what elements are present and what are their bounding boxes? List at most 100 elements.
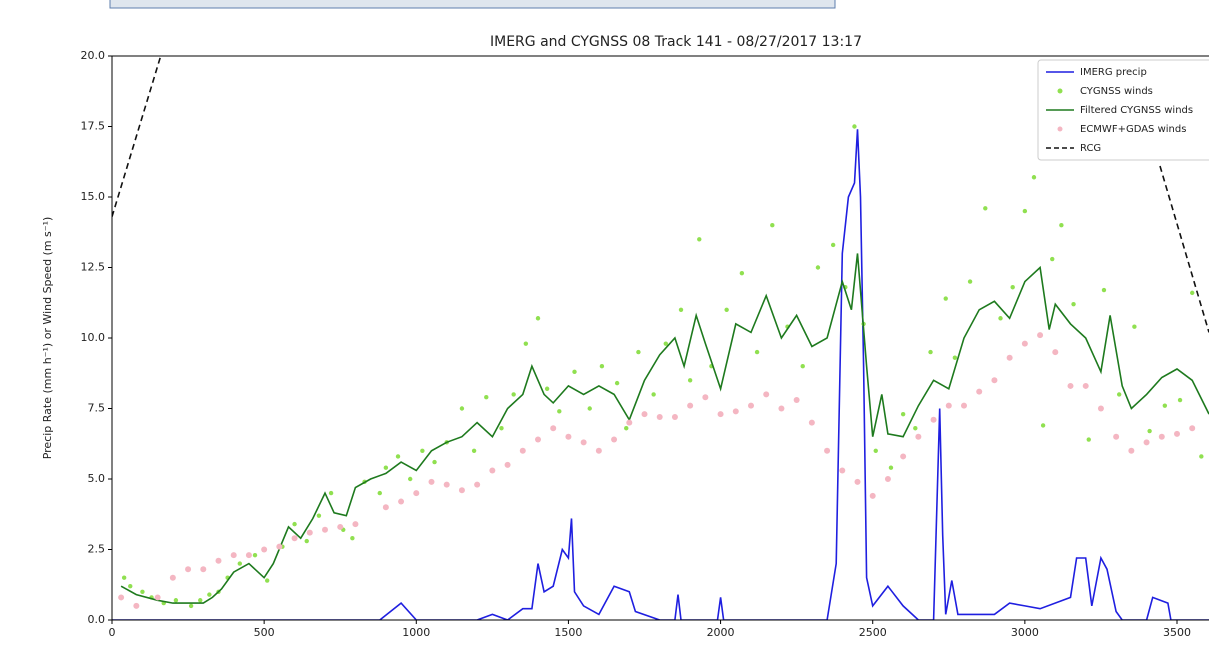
series-line	[112, 56, 162, 217]
series-point	[188, 603, 194, 609]
series-point	[717, 411, 724, 418]
series-point	[1071, 301, 1076, 307]
series-point	[565, 433, 572, 440]
series-point	[656, 413, 663, 420]
series-point	[304, 538, 309, 544]
series-point	[815, 265, 821, 270]
series-point	[458, 487, 465, 494]
series-point	[900, 411, 906, 417]
series-point	[306, 529, 313, 536]
legend-label: Filtered CYGNSS winds	[1080, 105, 1193, 116]
series-point	[1128, 447, 1135, 454]
series-point	[1067, 382, 1074, 389]
series-point	[1086, 437, 1091, 442]
series-point	[1059, 223, 1064, 228]
series-point	[1052, 349, 1059, 356]
series-point	[544, 386, 550, 391]
series-point	[1177, 397, 1183, 403]
series-point	[511, 392, 516, 397]
series-point	[961, 402, 967, 409]
series-point	[489, 467, 496, 474]
series-point	[595, 447, 602, 454]
series-point	[428, 478, 435, 485]
series-point	[173, 598, 179, 603]
series-point	[739, 270, 745, 276]
y-tick-label: 12.5	[81, 261, 106, 274]
series-point	[824, 447, 831, 454]
series-point	[382, 504, 389, 511]
x-tick-label: 3000	[1011, 626, 1039, 639]
series-point	[724, 307, 729, 312]
ticks: 0.0 2.5 5.0 7.5 10.0 12.5 15.0 17.5 20.0 0 500 1000…	[81, 49, 1192, 639]
y-tick-label: 20.0	[81, 49, 106, 62]
series-point	[377, 490, 382, 496]
series-point	[967, 279, 973, 284]
y-tick-label: 17.5	[81, 120, 106, 133]
series-point	[383, 465, 389, 470]
series-point	[154, 594, 161, 601]
y-tick-label: 5.0	[88, 472, 106, 485]
series-point	[998, 316, 1003, 321]
series-point	[328, 490, 334, 496]
legend-label: RCG	[1080, 143, 1101, 154]
series-point	[580, 439, 587, 446]
series-point	[1143, 439, 1150, 446]
series-point	[198, 598, 203, 603]
series-point	[1050, 256, 1055, 262]
cropped-window	[109, 0, 836, 9]
series-point	[641, 411, 648, 418]
legend-swatch	[1057, 126, 1063, 132]
series-point	[952, 355, 958, 360]
series-point	[1031, 175, 1037, 180]
series-point	[1082, 382, 1089, 389]
series-point	[624, 426, 629, 431]
series-point	[687, 378, 693, 383]
series-point	[1199, 454, 1204, 459]
series-point	[770, 223, 775, 228]
series-point	[519, 447, 526, 454]
series-point	[291, 535, 298, 542]
series-point	[207, 592, 212, 597]
series-point	[420, 448, 425, 453]
series-point	[808, 419, 815, 426]
series-point	[292, 521, 297, 527]
series-point	[1010, 285, 1015, 290]
series-point	[928, 349, 933, 355]
series-point	[398, 498, 405, 505]
series-point	[754, 349, 760, 355]
series-point	[778, 405, 785, 412]
series-point	[1190, 290, 1195, 296]
series-point	[121, 575, 127, 580]
series-point	[1189, 425, 1196, 432]
series-point	[1040, 423, 1046, 428]
series-point	[1101, 287, 1107, 293]
series-point	[215, 557, 222, 564]
series-point	[869, 492, 876, 499]
series-point	[1022, 208, 1028, 214]
series-point	[687, 402, 694, 409]
x-tick-label: 500	[254, 626, 275, 639]
series-point	[276, 543, 283, 550]
series-point	[432, 459, 437, 465]
series-point	[763, 391, 770, 398]
x-tick-label: 2000	[707, 626, 735, 639]
series-point	[913, 426, 918, 431]
series-point	[1113, 433, 1120, 440]
chart-title: IMERG and CYGNSS 08 Track 141 - 08/27/20…	[490, 34, 862, 50]
y-tick-label: 15.0	[81, 190, 106, 203]
series-point	[200, 566, 207, 573]
legend-label: ECMWF+GDAS winds	[1080, 124, 1186, 135]
series-point	[484, 395, 489, 400]
series-point	[350, 536, 355, 541]
y-axis-label: Precip Rate (mm h⁻¹) or Wind Speed (m s⁻…	[41, 217, 54, 460]
series-point	[474, 481, 481, 488]
series-point	[976, 388, 983, 395]
series-point	[408, 476, 413, 482]
series-point	[550, 425, 557, 432]
series-point	[854, 478, 861, 485]
series-point	[611, 436, 618, 443]
x-tick-label: 3500	[1163, 626, 1191, 639]
series-point	[245, 552, 252, 559]
x-tick-label: 1000	[402, 626, 430, 639]
